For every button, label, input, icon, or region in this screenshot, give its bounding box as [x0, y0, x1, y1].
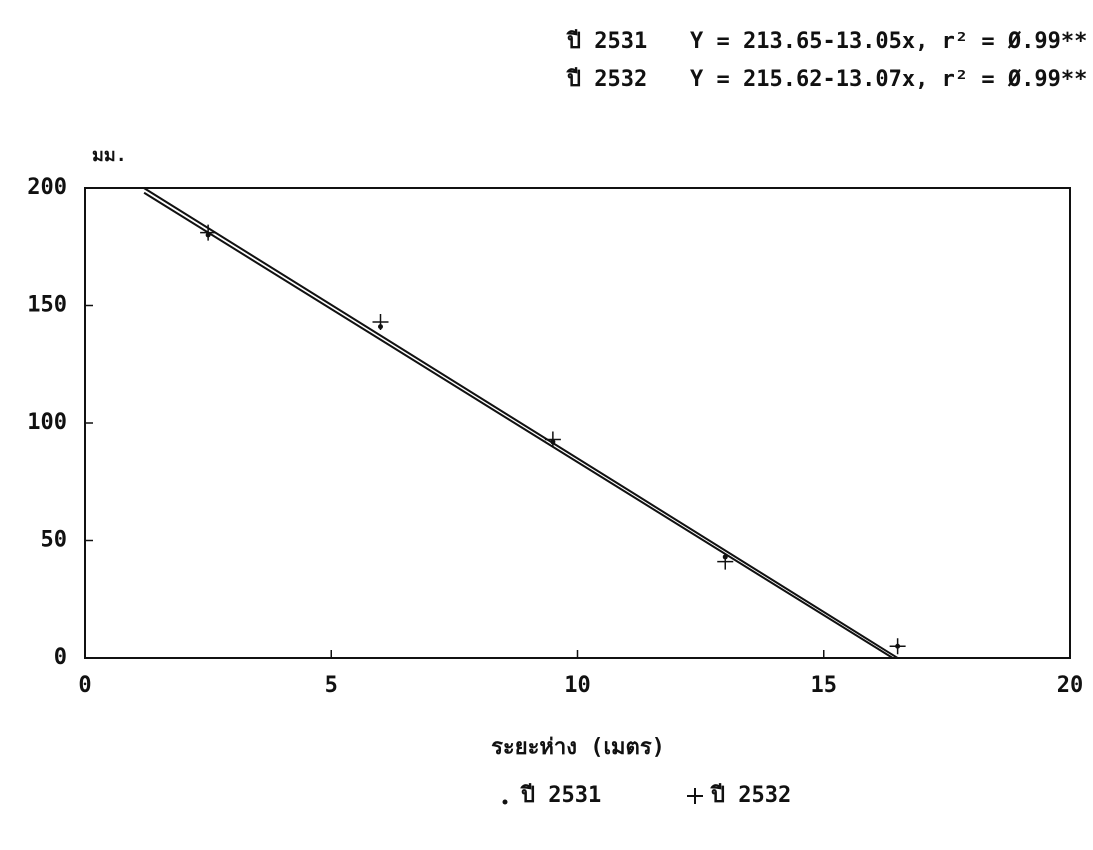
data-point [890, 638, 906, 654]
data-point [545, 431, 561, 447]
x-tick-label: 0 [78, 673, 91, 698]
data-point [373, 314, 389, 330]
x-axis-label: ระยะห่าง (เมตร) [491, 735, 665, 760]
annotation-year: ปี 2532 [566, 67, 647, 92]
x-tick-label: 10 [564, 673, 591, 698]
annotation-equation: Y = 213.65-13.05x, r² = Ø.99** [690, 29, 1087, 54]
y-tick-label: 150 [27, 293, 67, 318]
y-tick-label: 0 [54, 645, 67, 670]
x-tick-label: 15 [811, 673, 838, 698]
legend-label: ปี 2532 [710, 783, 791, 808]
plot-frame [85, 188, 1070, 658]
y-unit: มม. [92, 145, 127, 166]
y-tick-label: 100 [27, 410, 67, 435]
chart: ปี 2531 Y = 213.65-13.05x, r² = Ø.99** ป… [0, 0, 1093, 850]
fit-line [144, 188, 898, 658]
x-tick-label: 20 [1057, 673, 1084, 698]
legend-marker [503, 800, 508, 805]
annotation-equation: Y = 215.62-13.07x, r² = Ø.99** [690, 67, 1087, 92]
legend-label: ปี 2531 [520, 783, 601, 808]
y-tick-label: 200 [27, 175, 67, 200]
x-tick-label: 5 [325, 673, 338, 698]
y-tick-label: 50 [41, 528, 68, 553]
fit-line [144, 193, 893, 658]
legend-marker [687, 788, 703, 804]
data-point [717, 554, 733, 570]
data-point [200, 225, 216, 241]
annotation-year: ปี 2531 [566, 29, 647, 54]
page: ปี 2531 Y = 213.65-13.05x, r² = Ø.99** ป… [0, 0, 1093, 850]
